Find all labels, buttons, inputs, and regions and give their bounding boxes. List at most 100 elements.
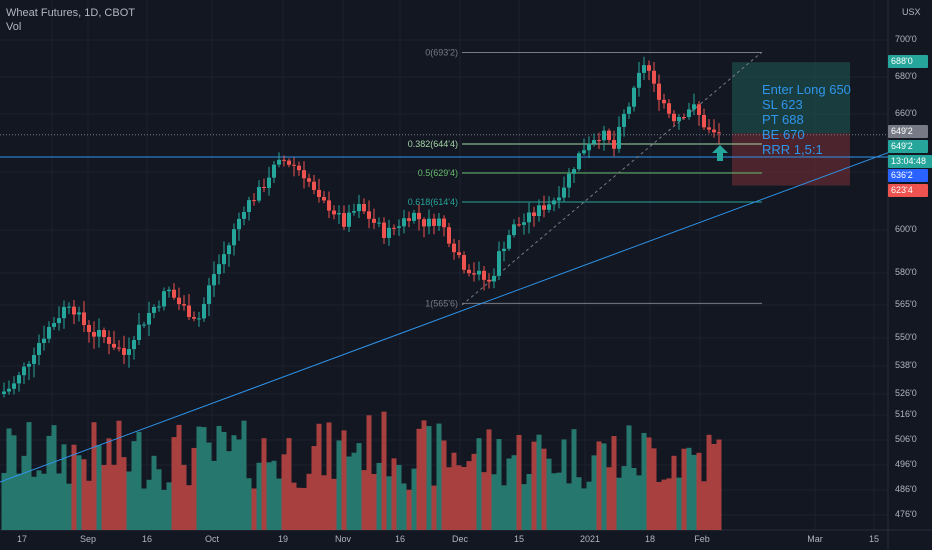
candle-body [347,212,351,227]
volume-bar [351,452,357,530]
volume-bar [461,466,467,530]
candle-body [717,132,721,134]
candle-body [322,196,326,201]
support-trendline [0,152,889,483]
volume-bar [86,480,92,530]
candle-body [317,189,321,197]
candle-body [112,343,116,348]
candle-body [62,306,66,319]
volume-bar [446,467,452,530]
y-tick-label: 486'0 [895,484,917,494]
candle-body [552,200,556,205]
candle-body [42,338,46,344]
candle-body [67,306,71,308]
candle-body [282,159,286,161]
candle-body [352,211,356,213]
fibonacci-retracement: 0(693'2) 0.382(644'4) 0.5(629'4) 0.618(614'… [408,47,762,308]
candle-body [307,178,311,182]
candle-body [407,218,411,221]
candle-body [22,366,26,376]
volume-bar [426,426,432,530]
candle-body [672,113,676,122]
volume-bar [661,479,667,530]
price-label: 649'2 [888,140,928,153]
fib-level-label: 1(565'6) [425,298,458,308]
candle-body [147,312,151,325]
candle-body [2,391,6,394]
volume-bar [681,448,687,530]
volume-bar [676,477,682,530]
candle-body [457,252,461,256]
y-tick-label: 580'0 [895,267,917,277]
volume-bar [151,455,157,530]
volume-bar [61,444,67,530]
candle-body [172,289,176,298]
volume-bar [381,411,387,530]
candle-body [637,72,641,88]
volume-bar [161,489,167,530]
volume-bar [111,464,117,530]
up-arrow-icon [712,145,728,161]
volume-bar [686,447,692,530]
volume-bar [521,484,527,530]
candle-body [337,213,341,215]
candle-body [327,200,331,211]
volume-bar [341,430,347,530]
volume-bar [616,477,622,530]
candle-body [607,130,611,140]
volume-bar [456,465,462,530]
volume-bar [1,472,7,530]
candle-body [387,227,391,238]
y-tick-label: 565'0 [895,299,917,309]
volume-bar [691,454,697,530]
price-label: 649'2 [888,125,928,138]
currency-label[interactable]: USX [902,7,921,17]
candle-body [212,274,216,286]
x-axis: 17 Sep 16 Oct 19 Nov 16 Dec 15 2021 18 Feb Mar 15 [17,534,879,544]
volume-bar [361,470,367,530]
y-tick-label: 550'0 [895,332,917,342]
candle-body [87,324,91,333]
volume-bar [706,434,712,530]
candle-body [462,255,466,270]
volume-bar [231,435,237,530]
candle-body [7,388,11,392]
volume-bar [21,455,27,530]
candle-body [562,187,566,198]
volume-bar [386,476,392,530]
volume-bar [81,459,87,530]
volume-bar [371,473,377,530]
trade-note-be: BE 670 [762,127,805,142]
candle-body [427,218,431,227]
volume-bar [581,488,587,530]
candle-body [537,205,541,217]
volume-bar [96,445,102,530]
volume-bar [136,431,142,530]
candle-body [467,269,471,274]
volume-bar [536,434,542,530]
volume-bar [416,428,422,530]
candle-body [367,211,371,219]
volume-bar [716,439,722,530]
x-tick-label: 15 [514,534,524,544]
x-tick-label: Sep [80,534,96,544]
volume-bar [216,425,222,530]
candle-body [342,213,346,227]
fib-level-label: 0.618(614'4) [408,197,458,207]
candle-body [522,222,526,225]
volume-bar [431,485,437,530]
volume-bar [486,429,492,530]
candle-body [492,275,496,282]
candle-body [32,354,36,364]
candle-body [202,303,206,319]
candle-body [127,349,131,355]
price-label: 688'0 [888,55,928,68]
candle-body [302,170,306,179]
volume-bar [266,462,272,530]
candle-body [52,323,56,327]
volume-bar [696,452,702,530]
candle-body [272,164,276,178]
volume-bar [621,466,627,530]
candle-body [57,318,61,324]
